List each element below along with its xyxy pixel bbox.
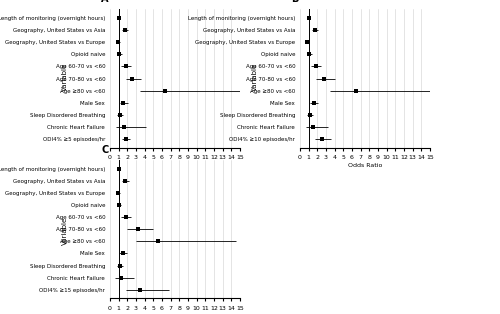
Text: Variable: Variable — [62, 63, 68, 91]
X-axis label: Odds Ratio: Odds Ratio — [158, 163, 192, 168]
Text: B: B — [292, 0, 298, 4]
Text: Variable: Variable — [62, 217, 68, 245]
Text: Variable: Variable — [252, 63, 258, 91]
Text: A: A — [101, 0, 108, 4]
X-axis label: Odds Ratio: Odds Ratio — [348, 163, 382, 168]
Text: C: C — [102, 145, 108, 154]
